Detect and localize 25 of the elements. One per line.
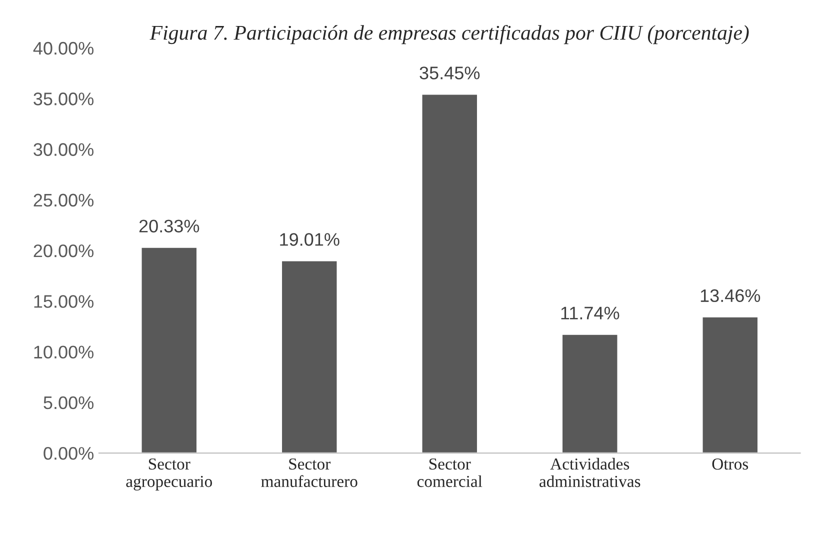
x-tick-label: Actividades administrativas (540, 458, 640, 488)
y-tick-label: 5.00% (44, 396, 94, 410)
bar (280, 260, 338, 454)
y-tick-label: 20.00% (34, 244, 94, 258)
x-tick-label: Otros (712, 458, 748, 470)
bar (420, 93, 478, 454)
data-label: 35.45% (420, 66, 480, 80)
bar (561, 333, 619, 454)
y-tick-label: 40.00% (33, 42, 94, 55)
y-tick-label: 15.00% (34, 295, 94, 308)
y-tick-label: 35.00% (34, 92, 94, 106)
data-label: 11.74% (561, 306, 620, 320)
chart-title: Figura 7. Participación de empresas certificadas por CIIU (porcentaje) (150, 24, 749, 44)
data-label: 13.46% (700, 289, 760, 302)
y-tick-label: 0.00% (44, 446, 94, 460)
x-tick-label: Sector manufacturero (261, 458, 358, 488)
bar (140, 246, 198, 454)
bar (701, 316, 759, 454)
x-tick-label: Sector comercial (417, 458, 482, 488)
y-tick-label: 30.00% (34, 143, 94, 156)
data-label: 19.01% (280, 233, 340, 246)
data-label: 20.33% (139, 220, 200, 232)
x-tick-label: Sector agropecuario (126, 458, 212, 490)
y-tick-label: 10.00% (34, 346, 94, 358)
y-tick-label: 25.00% (34, 194, 94, 207)
